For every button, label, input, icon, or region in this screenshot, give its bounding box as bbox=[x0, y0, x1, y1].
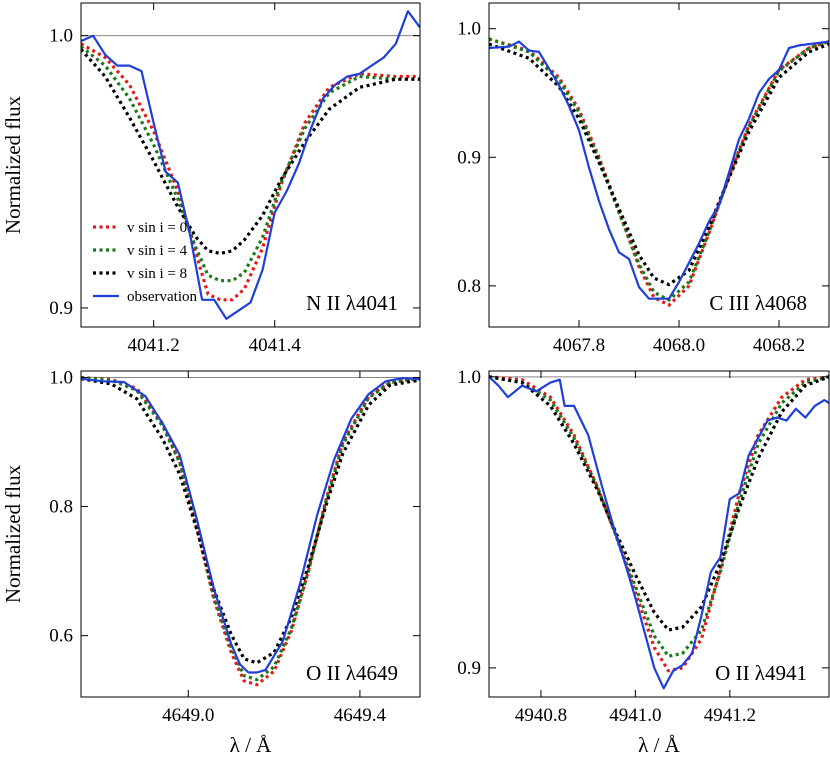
y-axis-label: Normalized flux bbox=[1, 464, 25, 603]
y-tick-label: 0.9 bbox=[49, 298, 73, 319]
series-observation bbox=[489, 375, 829, 690]
legend-label-v-sin-i-0: v sin i = 0 bbox=[127, 220, 187, 236]
x-tick-label: 4041.4 bbox=[249, 335, 302, 356]
y-tick-label: 0.8 bbox=[49, 497, 73, 518]
x-tick-label: 4941.0 bbox=[609, 705, 661, 726]
x-tick-label: 4068.2 bbox=[753, 335, 805, 356]
x-tick-label: 4941.2 bbox=[704, 705, 756, 726]
y-tick-label: 0.6 bbox=[49, 626, 73, 647]
panel-n-ii-4041: 4041.2 4041.4 0.9 1.0 N II λ4041 v sin i = … bbox=[1, 2, 421, 356]
y-axis-label: Normalized flux bbox=[1, 95, 25, 234]
series-observation bbox=[489, 40, 829, 300]
series-v-sin-i-0 bbox=[489, 37, 829, 307]
plot-frame bbox=[488, 2, 830, 328]
y-tick-label: 1.0 bbox=[457, 367, 481, 388]
series-v-sin-i-4 bbox=[81, 375, 420, 682]
legend-label-observation: observation bbox=[127, 289, 197, 305]
x-axis-label: λ / Å bbox=[638, 733, 681, 757]
legend-label-v-sin-i-8: v sin i = 8 bbox=[127, 266, 187, 282]
plot-frame bbox=[488, 370, 830, 698]
series-observation bbox=[81, 377, 420, 674]
panel-o-ii-4649: 4649.0 4649.4 0.6 0.8 1.0 O II λ4649 Normali… bbox=[1, 367, 421, 757]
line-label-o-ii-4941: O II λ4941 bbox=[715, 661, 807, 685]
y-tick-label: 1.0 bbox=[49, 367, 73, 388]
series-v-sin-i-0 bbox=[81, 42, 420, 302]
x-tick-label: 4649.0 bbox=[162, 705, 214, 726]
x-tick-label: 4649.4 bbox=[334, 705, 387, 726]
series-v-sin-i-0 bbox=[489, 375, 829, 673]
plot-frame bbox=[80, 370, 421, 698]
line-label-c-iii: C III λ4068 bbox=[709, 291, 807, 315]
y-tick-label: 0.8 bbox=[457, 276, 481, 297]
x-tick-label: 4940.8 bbox=[515, 705, 567, 726]
y-tick-label: 1.0 bbox=[49, 26, 73, 47]
series-observation bbox=[81, 10, 420, 320]
legend: v sin i = 0 v sin i = 4 v sin i = 8 observa… bbox=[93, 220, 197, 305]
series-v-sin-i-8 bbox=[489, 375, 829, 632]
plot-frame bbox=[80, 2, 421, 328]
series-v-sin-i-4 bbox=[489, 37, 829, 302]
panel-c-iii-4068: 4067.8 4068.0 4068.2 0.8 0.9 1.0 C III λ4068 bbox=[457, 2, 830, 356]
x-tick-label: 4068.0 bbox=[653, 335, 705, 356]
line-label-n-ii: N II λ4041 bbox=[306, 291, 398, 315]
x-axis-label: λ / Å bbox=[230, 733, 273, 757]
series-v-sin-i-8 bbox=[489, 42, 829, 287]
legend-label-v-sin-i-4: v sin i = 4 bbox=[127, 243, 188, 259]
y-tick-label: 0.9 bbox=[457, 658, 481, 679]
x-tick-label: 4041.2 bbox=[128, 335, 180, 356]
x-tick-label: 4067.8 bbox=[553, 335, 605, 356]
series-v-sin-i-0 bbox=[81, 375, 420, 687]
panel-o-ii-4941: 4940.8 4941.0 4941.2 0.9 1.0 O II λ4941 λ / … bbox=[457, 367, 830, 757]
line-label-o-ii-4649: O II λ4649 bbox=[306, 661, 398, 685]
series-v-sin-i-8 bbox=[81, 377, 420, 665]
series-v-sin-i-4 bbox=[489, 375, 829, 658]
y-tick-label: 1.0 bbox=[457, 19, 481, 40]
series-v-sin-i-8 bbox=[81, 48, 420, 256]
y-tick-label: 0.9 bbox=[457, 147, 481, 168]
series-v-sin-i-4 bbox=[81, 45, 420, 283]
